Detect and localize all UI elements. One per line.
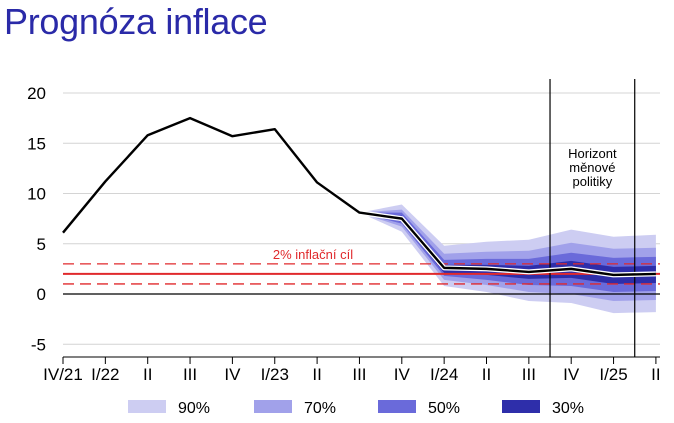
legend-swatch-50pct (378, 400, 416, 413)
inflation-target: 2% inflační cíl (63, 247, 660, 295)
legend-swatch-90pct (128, 400, 166, 413)
x-tick-label: I/23 (261, 365, 289, 384)
legend-label: 30% (552, 400, 584, 417)
x-tick-label: I/22 (91, 365, 119, 384)
y-tick-label: -5 (31, 335, 46, 354)
y-tick-label: 10 (27, 185, 46, 204)
x-tick-label: IV (224, 365, 241, 384)
chart-title: Prognóza inflace (4, 1, 268, 42)
legend-label: 70% (304, 400, 336, 417)
y-tick-label: 5 (37, 235, 46, 254)
x-tick-label: IV (394, 365, 411, 384)
x-tick-label: II (482, 365, 491, 384)
x-tick-label: IV/21 (43, 365, 83, 384)
legend-swatch-30pct (502, 400, 540, 413)
fan-band-30pct (359, 212, 656, 284)
x-tick-label: II (312, 365, 321, 384)
x-tick-label: I/25 (599, 365, 627, 384)
x-tick-label: I/24 (430, 365, 458, 384)
y-tick-label: 20 (27, 84, 46, 103)
inflation-series (61, 115, 656, 278)
horizon-label: politiky (573, 174, 613, 189)
legend-swatch-70pct (254, 400, 292, 413)
horizon-label: Horizont (568, 146, 617, 161)
horizon-label: měnové (569, 160, 615, 175)
legend: 90% 70% 50% 30% (128, 400, 584, 417)
x-tick-label: II (651, 365, 660, 384)
y-tick-label: 0 (37, 285, 46, 304)
target-label: 2% inflační cíl (273, 247, 353, 262)
x-tick-label: III (522, 365, 536, 384)
x-tick-label: III (352, 365, 366, 384)
x-tick-label: II (143, 365, 152, 384)
legend-label: 90% (178, 400, 210, 417)
y-tick-label: 15 (27, 134, 46, 153)
x-tick-label: IV (563, 365, 580, 384)
x-tick-label: III (183, 365, 197, 384)
grid (63, 92, 660, 345)
legend-label: 50% (428, 400, 460, 417)
